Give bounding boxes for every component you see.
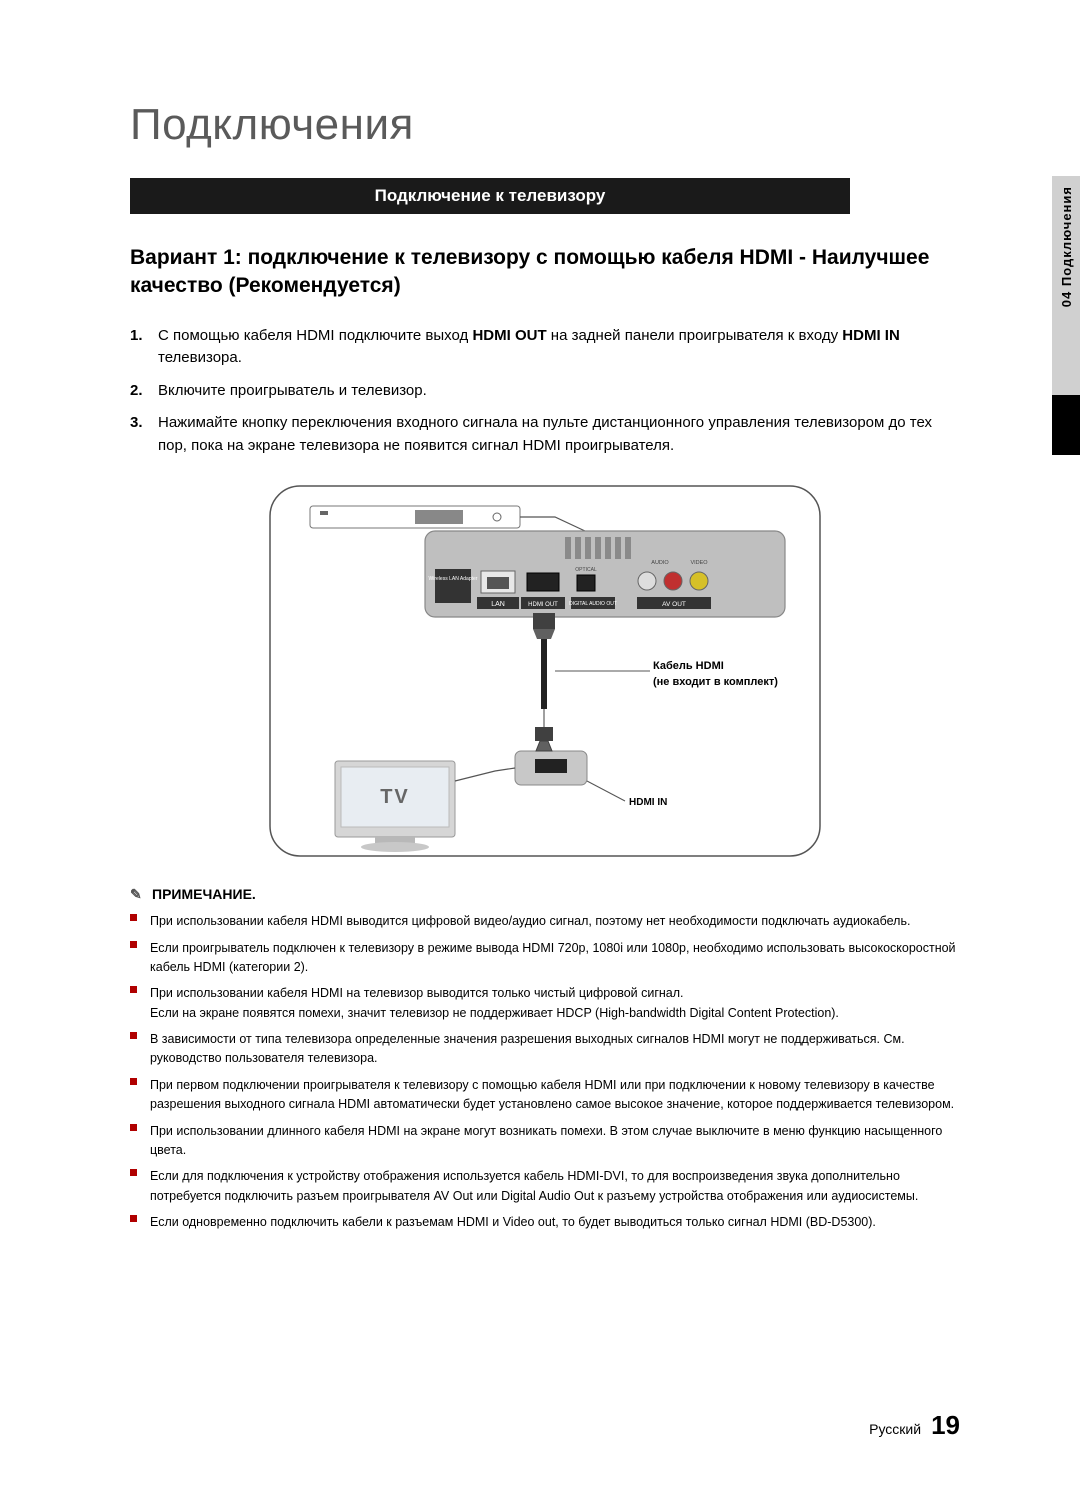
step-item: 1. С помощью кабеля HDMI подключите выхо…	[130, 325, 960, 370]
note-item: При первом подключении проигрывателя к т…	[130, 1076, 960, 1115]
step-number: 1.	[130, 325, 158, 370]
note-text: Если одновременно подключить кабели к ра…	[150, 1213, 960, 1232]
step-number: 2.	[130, 380, 158, 403]
svg-text:Кабель HDMI: Кабель HDMI	[653, 660, 724, 672]
bullet-icon	[130, 984, 150, 1023]
step-text: С помощью кабеля HDMI подключите выход H…	[158, 325, 960, 370]
steps-list: 1. С помощью кабеля HDMI подключите выхо…	[130, 325, 960, 458]
svg-text:LAN: LAN	[491, 601, 505, 608]
svg-text:HDMI IN: HDMI IN	[629, 797, 667, 808]
svg-text:AV OUT: AV OUT	[662, 601, 686, 608]
notes-list: При использовании кабеля HDMI выводится …	[130, 912, 960, 1232]
svg-text:OPTICAL: OPTICAL	[575, 567, 597, 573]
note-item: Если одновременно подключить кабели к ра…	[130, 1213, 960, 1232]
svg-text:Wireless LAN Adapter: Wireless LAN Adapter	[429, 576, 478, 582]
svg-text:(не входит в комплект): (не входит в комплект)	[653, 676, 778, 688]
step-text: Нажимайте кнопку переключения входного с…	[158, 412, 960, 457]
section-heading-bar: Подключение к телевизору	[130, 178, 850, 214]
bullet-icon	[130, 1030, 150, 1069]
svg-text:TV: TV	[380, 786, 410, 808]
note-item: При использовании длинного кабеля HDMI н…	[130, 1122, 960, 1161]
note-item: Если для подключения к устройству отобра…	[130, 1167, 960, 1206]
bullet-icon	[130, 1122, 150, 1161]
step-item: 2. Включите проигрыватель и телевизор.	[130, 380, 960, 403]
bullet-icon	[130, 1167, 150, 1206]
note-text: При использовании кабеля HDMI на телевиз…	[150, 984, 960, 1023]
notes-header-text: ПРИМЕЧАНИЕ.	[152, 886, 256, 902]
footer-page-number: 19	[931, 1410, 960, 1441]
option-heading: Вариант 1: подключение к телевизору с по…	[130, 244, 960, 301]
note-item: При использовании кабеля HDMI на телевиз…	[130, 984, 960, 1023]
note-item: Если проигрыватель подключен к телевизор…	[130, 939, 960, 978]
note-text: При использовании кабеля HDMI выводится …	[150, 912, 960, 931]
step-number: 3.	[130, 412, 158, 457]
step-item: 3. Нажимайте кнопку переключения входног…	[130, 412, 960, 457]
notes-header: ✎ ПРИМЕЧАНИЕ.	[130, 886, 960, 902]
note-text: Если проигрыватель подключен к телевизор…	[150, 939, 960, 978]
bullet-icon	[130, 912, 150, 931]
svg-text:AUDIO: AUDIO	[651, 560, 669, 566]
svg-text:DIGITAL AUDIO OUT: DIGITAL AUDIO OUT	[569, 601, 617, 607]
bullet-icon	[130, 1076, 150, 1115]
step-text: Включите проигрыватель и телевизор.	[158, 380, 960, 403]
note-icon: ✎	[130, 886, 146, 902]
note-text: В зависимости от типа телевизора определ…	[150, 1030, 960, 1069]
note-text: Если для подключения к устройству отобра…	[150, 1167, 960, 1206]
connection-diagram: Wireless LAN Adapter LAN HDMI OUT DIGITA…	[265, 481, 825, 866]
footer-language: Русский	[869, 1421, 921, 1437]
page-title: Подключения	[130, 100, 960, 150]
page-footer: Русский 19	[869, 1410, 960, 1441]
note-text: При первом подключении проигрывателя к т…	[150, 1076, 960, 1115]
svg-text:HDMI OUT: HDMI OUT	[528, 602, 558, 608]
svg-text:VIDEO: VIDEO	[690, 560, 708, 566]
note-text: При использовании длинного кабеля HDMI н…	[150, 1122, 960, 1161]
bullet-icon	[130, 1213, 150, 1232]
note-item: В зависимости от типа телевизора определ…	[130, 1030, 960, 1069]
note-item: При использовании кабеля HDMI выводится …	[130, 912, 960, 931]
bullet-icon	[130, 939, 150, 978]
